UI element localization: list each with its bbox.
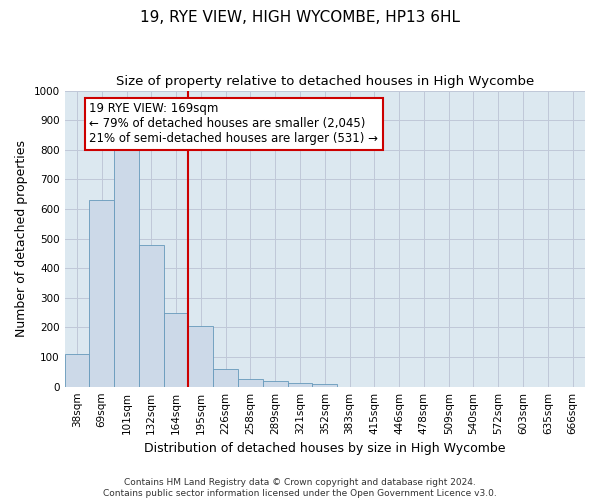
Bar (287, 383, 313, 386)
Bar (188, 326, 213, 386)
Bar (263, 382, 287, 386)
Bar (89, 200, 114, 386)
Bar (313, 384, 337, 386)
Bar (164, 312, 188, 386)
Bar (114, 148, 139, 386)
Y-axis label: Number of detached properties: Number of detached properties (15, 140, 28, 337)
X-axis label: Distribution of detached houses by size in High Wycombe: Distribution of detached houses by size … (144, 442, 506, 455)
Bar (213, 369, 238, 386)
Text: 19 RYE VIEW: 169sqm
← 79% of detached houses are smaller (2,045)
21% of semi-det: 19 RYE VIEW: 169sqm ← 79% of detached ho… (89, 102, 379, 146)
Bar (139, 244, 164, 386)
Text: 19, RYE VIEW, HIGH WYCOMBE, HP13 6HL: 19, RYE VIEW, HIGH WYCOMBE, HP13 6HL (140, 10, 460, 25)
Title: Size of property relative to detached houses in High Wycombe: Size of property relative to detached ho… (116, 75, 534, 88)
Bar (65, 354, 89, 386)
Bar (238, 380, 263, 386)
Text: Contains HM Land Registry data © Crown copyright and database right 2024.
Contai: Contains HM Land Registry data © Crown c… (103, 478, 497, 498)
